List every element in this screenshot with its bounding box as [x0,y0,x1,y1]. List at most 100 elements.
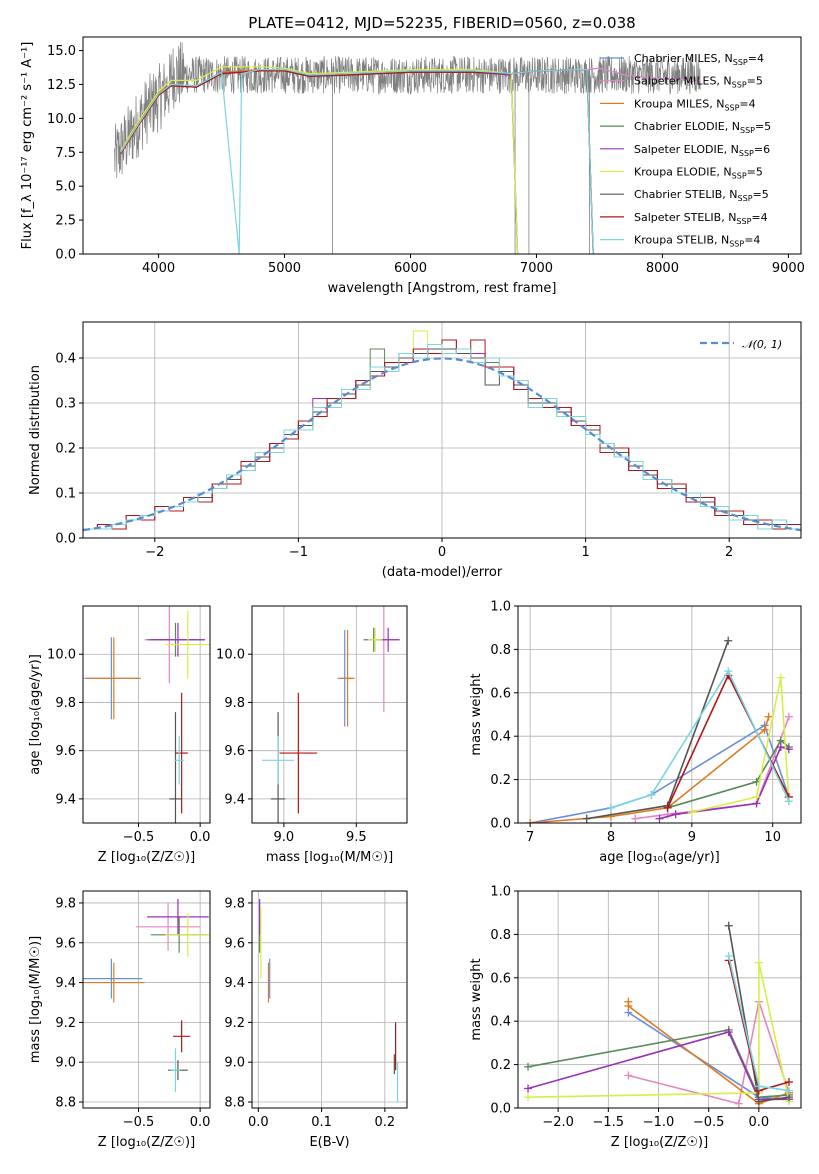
x-axis-label: age [log₁₀(age/yr)] [599,850,720,865]
axes-frame [251,890,408,1109]
errorbar-point-7 [175,692,188,814]
y-tick-label: 9.0 [224,1056,245,1071]
y-tick-label: 9.2 [224,1016,245,1031]
weight-line-8 [610,669,790,809]
weight-line-5 [527,962,790,1102]
normal-curve [83,357,801,532]
weight-marker [687,808,696,817]
x-axis-label: (data-model)/error [382,565,503,580]
weight-marker [734,1099,743,1108]
y-tick-label: 10.0 [47,112,76,127]
x-tick-label: −2.0 [542,1115,574,1130]
axes-frame [251,605,408,824]
weight-marker [784,712,793,721]
panel-residuals: −2 −1 0 1 2 0.0 0.1 0.2 0.3 0.4 (data-model)/error… [28,321,802,580]
weight-marker [671,810,680,819]
weight-marker [784,1086,793,1095]
y-tick-label: 0.6 [490,971,511,986]
legend-entry: Kroupa STELIB, NSSP=4 [634,234,760,249]
errorbar-point-2 [136,902,201,951]
weight-line-3 [527,1028,790,1099]
weight-marker [647,790,656,799]
y-tick-label: 9.4 [224,976,245,991]
errorbar-point-1 [340,630,355,727]
y-axis-label: mass weight [469,958,484,1040]
y-tick-label: 8.8 [224,1096,245,1111]
plot-area [114,41,701,254]
x-tick-label: 9 [688,830,696,845]
model-spectrum-8 [120,68,594,254]
weight-marker [624,1071,633,1080]
errorbar-point-4 [150,622,206,657]
errorbar-point-8 [170,1048,181,1093]
y-tick-label: 9.6 [55,744,76,759]
x-tick-label: 0 [438,545,446,560]
panel-weight-vs-age: 7 8 9 10 0.0 0.2 0.4 0.6 0.8 1.0 age [log₁₀(age/yr… [469,600,802,865]
plot-area [258,898,399,1103]
errorbar-point-5 [367,627,383,652]
axes-frame [517,890,802,1109]
weight-marker [784,797,793,806]
errorbar-point-8 [262,736,295,785]
spectrum-legend: Chabrier MILES, NSSP=4 Salpeter MILES, NS… [600,52,771,249]
weight-marker [784,1077,793,1086]
weight-marker [655,814,664,823]
legend-entry: Chabrier MILES, NSSP=4 [634,52,764,67]
y-axis-label: Flux [f_λ 10⁻¹⁷ erg cm⁻² s⁻¹ A⁻¹] [20,42,35,250]
weight-line-5 [691,677,790,813]
x-tick-label: −2 [145,545,164,560]
errorbar-point-4 [147,898,209,935]
weight-marker [624,1002,633,1011]
plot-area [83,330,801,532]
x-tick-label: 7000 [520,261,553,276]
weight-marker [631,814,640,823]
y-tick-label: 15.0 [47,44,76,59]
x-tick-label: 0.1 [311,1115,332,1130]
model-spectrum-7 [120,68,594,254]
weight-marker [724,1028,733,1037]
y-tick-label: 9.8 [55,896,76,911]
y-tick-label: 0.2 [490,773,511,788]
y-tick-label: 0.3 [55,397,76,412]
y-tick-label: 0.6 [490,686,511,701]
weight-marker [582,814,591,823]
weight-marker [524,1084,533,1093]
errorbar-point-0 [83,958,143,999]
weight-marker [776,673,785,682]
x-axis-label: mass [log₁₀(M/M☉)] [266,850,393,865]
x-tick-label: 9.0 [274,830,295,845]
panel-weight-vs-Z: −2.0 −1.5 −1.0 −0.5 0.0 0.0 0.2 0.4 0.6 0.8 1.0 Z [… [469,885,802,1150]
y-tick-label: 9.2 [55,1016,76,1031]
weight-marker [760,725,769,734]
y-tick-label: 0.0 [55,248,76,263]
y-tick-label: 0.8 [490,643,511,658]
y-tick-label: 7.5 [55,146,76,161]
model-spectrum-2 [120,68,594,254]
y-tick-label: 9.6 [55,936,76,951]
y-tick-label: 9.6 [224,744,245,759]
legend-entry: Kroupa MILES, NSSP=4 [634,97,756,112]
errorbar-point-1 [86,637,141,720]
y-tick-label: 0.0 [490,817,511,832]
weight-marker [724,952,733,961]
y-tick-label: 9.4 [224,792,245,807]
legend-entry: Salpeter MILES, NSSP=5 [634,75,763,90]
model-spectrum-3 [120,70,519,254]
weight-marker [764,712,773,721]
x-tick-label: −0.5 [693,1115,725,1130]
errorbar-point-6 [169,712,182,823]
y-tick-label: 0.0 [490,1102,511,1117]
legend-entry: Chabrier ELODIE, NSSP=5 [634,120,771,135]
legend-entry: Salpeter ELODIE, NSSP=6 [634,143,770,158]
y-tick-label: 9.6 [224,936,245,951]
plot-area [84,606,210,823]
x-tick-label: 4000 [142,261,175,276]
weight-marker [526,819,535,823]
y-tick-label: 10.0 [216,648,245,663]
y-axis-label: Normed distribution [28,365,43,495]
x-tick-label: 0.2 [375,1115,396,1130]
y-tick-label: 1.0 [490,885,511,900]
x-tick-label: 2 [725,545,733,560]
y-tick-label: 9.8 [224,696,245,711]
